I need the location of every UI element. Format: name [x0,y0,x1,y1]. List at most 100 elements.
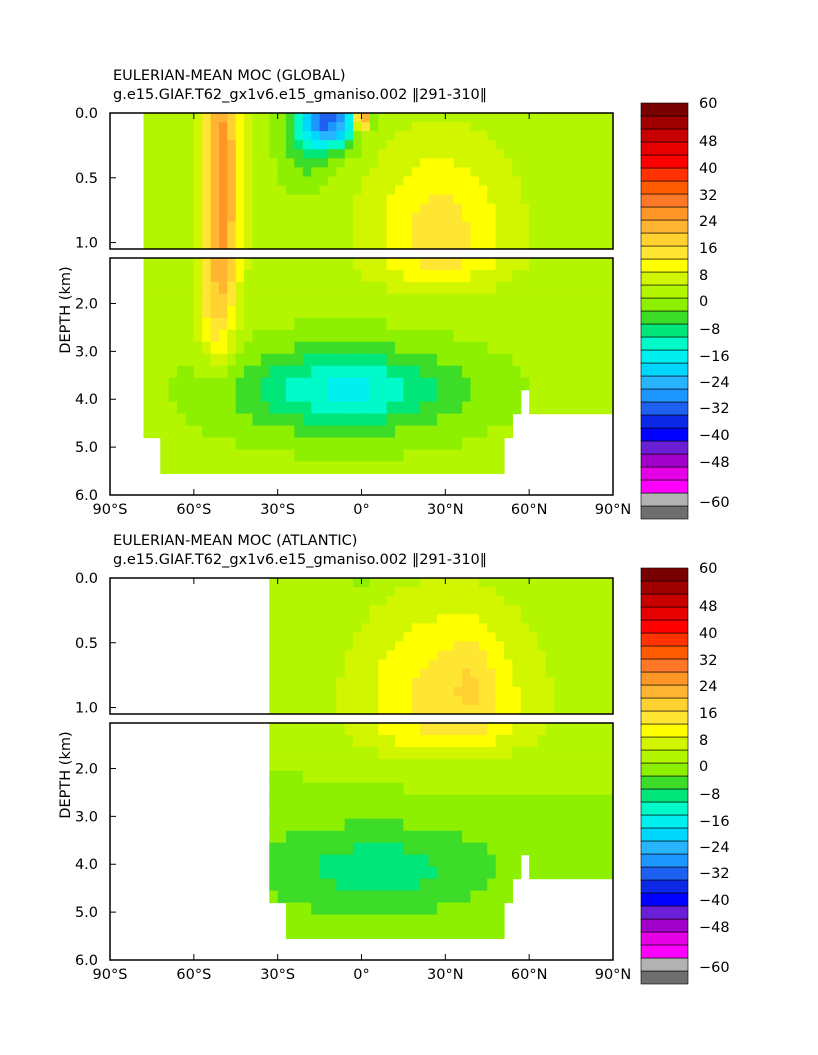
field-cell [579,818,589,832]
field-cell [395,677,405,688]
field-cell [554,212,564,223]
field-cell [302,723,312,736]
field-cell [587,230,597,241]
field-cell [327,623,337,633]
field-cell [302,878,312,892]
field-cell [445,650,455,661]
field-cell [487,842,497,856]
field-cell [487,167,497,178]
field-cell [286,723,296,736]
field-cell [562,704,572,715]
field-cell [302,926,312,940]
field-cell [344,185,354,196]
field-cell [420,293,430,307]
field-cell [311,258,321,271]
field-cell [504,185,513,196]
field-cell [386,782,396,796]
field-cell [378,230,388,241]
field-cell [470,605,480,615]
field-cell [210,449,220,463]
field-cell [537,353,547,367]
field-cell [428,221,438,232]
field-cell [453,239,463,250]
field-cell [604,734,614,748]
field-cell [436,704,446,715]
field-cell [353,596,363,606]
field-cell [336,587,346,597]
field-cell [227,377,237,391]
field-cell [294,230,304,241]
field-cell [277,578,287,588]
field-cell [277,329,287,343]
field-cell [453,605,463,615]
field-cell [436,632,446,643]
field-cell [478,212,488,223]
field-cell [202,158,212,168]
field-cell [445,806,455,820]
field-cell [210,140,220,150]
field-cell [344,449,354,463]
field-cell [562,212,572,223]
field-cell [286,659,296,670]
field-cell [579,758,589,772]
field-cell [504,746,513,760]
field-cell [286,413,296,427]
field-cell [168,149,178,159]
field-cell [604,746,614,760]
field-cell [403,377,413,391]
field-cell [336,365,346,379]
field-cell [604,194,614,205]
field-cell [579,587,589,597]
field-cell [185,377,195,391]
field-cell [453,632,463,643]
field-cell [193,221,203,232]
field-cell [378,686,388,697]
field-cell [554,818,564,832]
field-cell [386,587,396,597]
field-cell [462,632,472,643]
field-cell [369,854,379,868]
field-cell [504,176,513,187]
field-cell [579,158,589,168]
field-cell [151,341,161,355]
field-cell [487,632,497,643]
field-cell [353,605,363,615]
field-cell [487,723,497,736]
field-cell [210,176,220,187]
colorbar-label: −8 [699,322,720,338]
field-cell [445,587,455,597]
field-cell [604,329,614,343]
field-cell [252,176,262,187]
field-cell [512,758,522,772]
field-cell [311,437,321,451]
field-cell [470,167,480,178]
field-cell [319,677,329,688]
field-cell [495,194,505,205]
field-cell [369,878,379,892]
field-cell [378,605,388,615]
field-cell [378,389,388,403]
field-cell [277,632,287,643]
field-cell [537,723,547,736]
field-cell [445,704,455,715]
field-cell [478,704,488,715]
field-cell [504,632,513,643]
field-cell [436,113,446,123]
field-cell [210,149,220,159]
field-cell [411,413,421,427]
field-cell [436,596,446,606]
field-cell [495,758,505,772]
colorbar-swatch [640,115,689,130]
field-cell [462,902,472,916]
moc-field [269,578,614,940]
field-cell [587,704,597,715]
field-cell [420,317,430,331]
field-cell [478,578,488,588]
field-cell [478,914,488,928]
field-cell [445,377,455,391]
field-cell [386,365,396,379]
field-cell [587,269,597,283]
field-cell [336,818,346,832]
colorbar-swatch [640,466,689,481]
field-cell [504,230,513,241]
